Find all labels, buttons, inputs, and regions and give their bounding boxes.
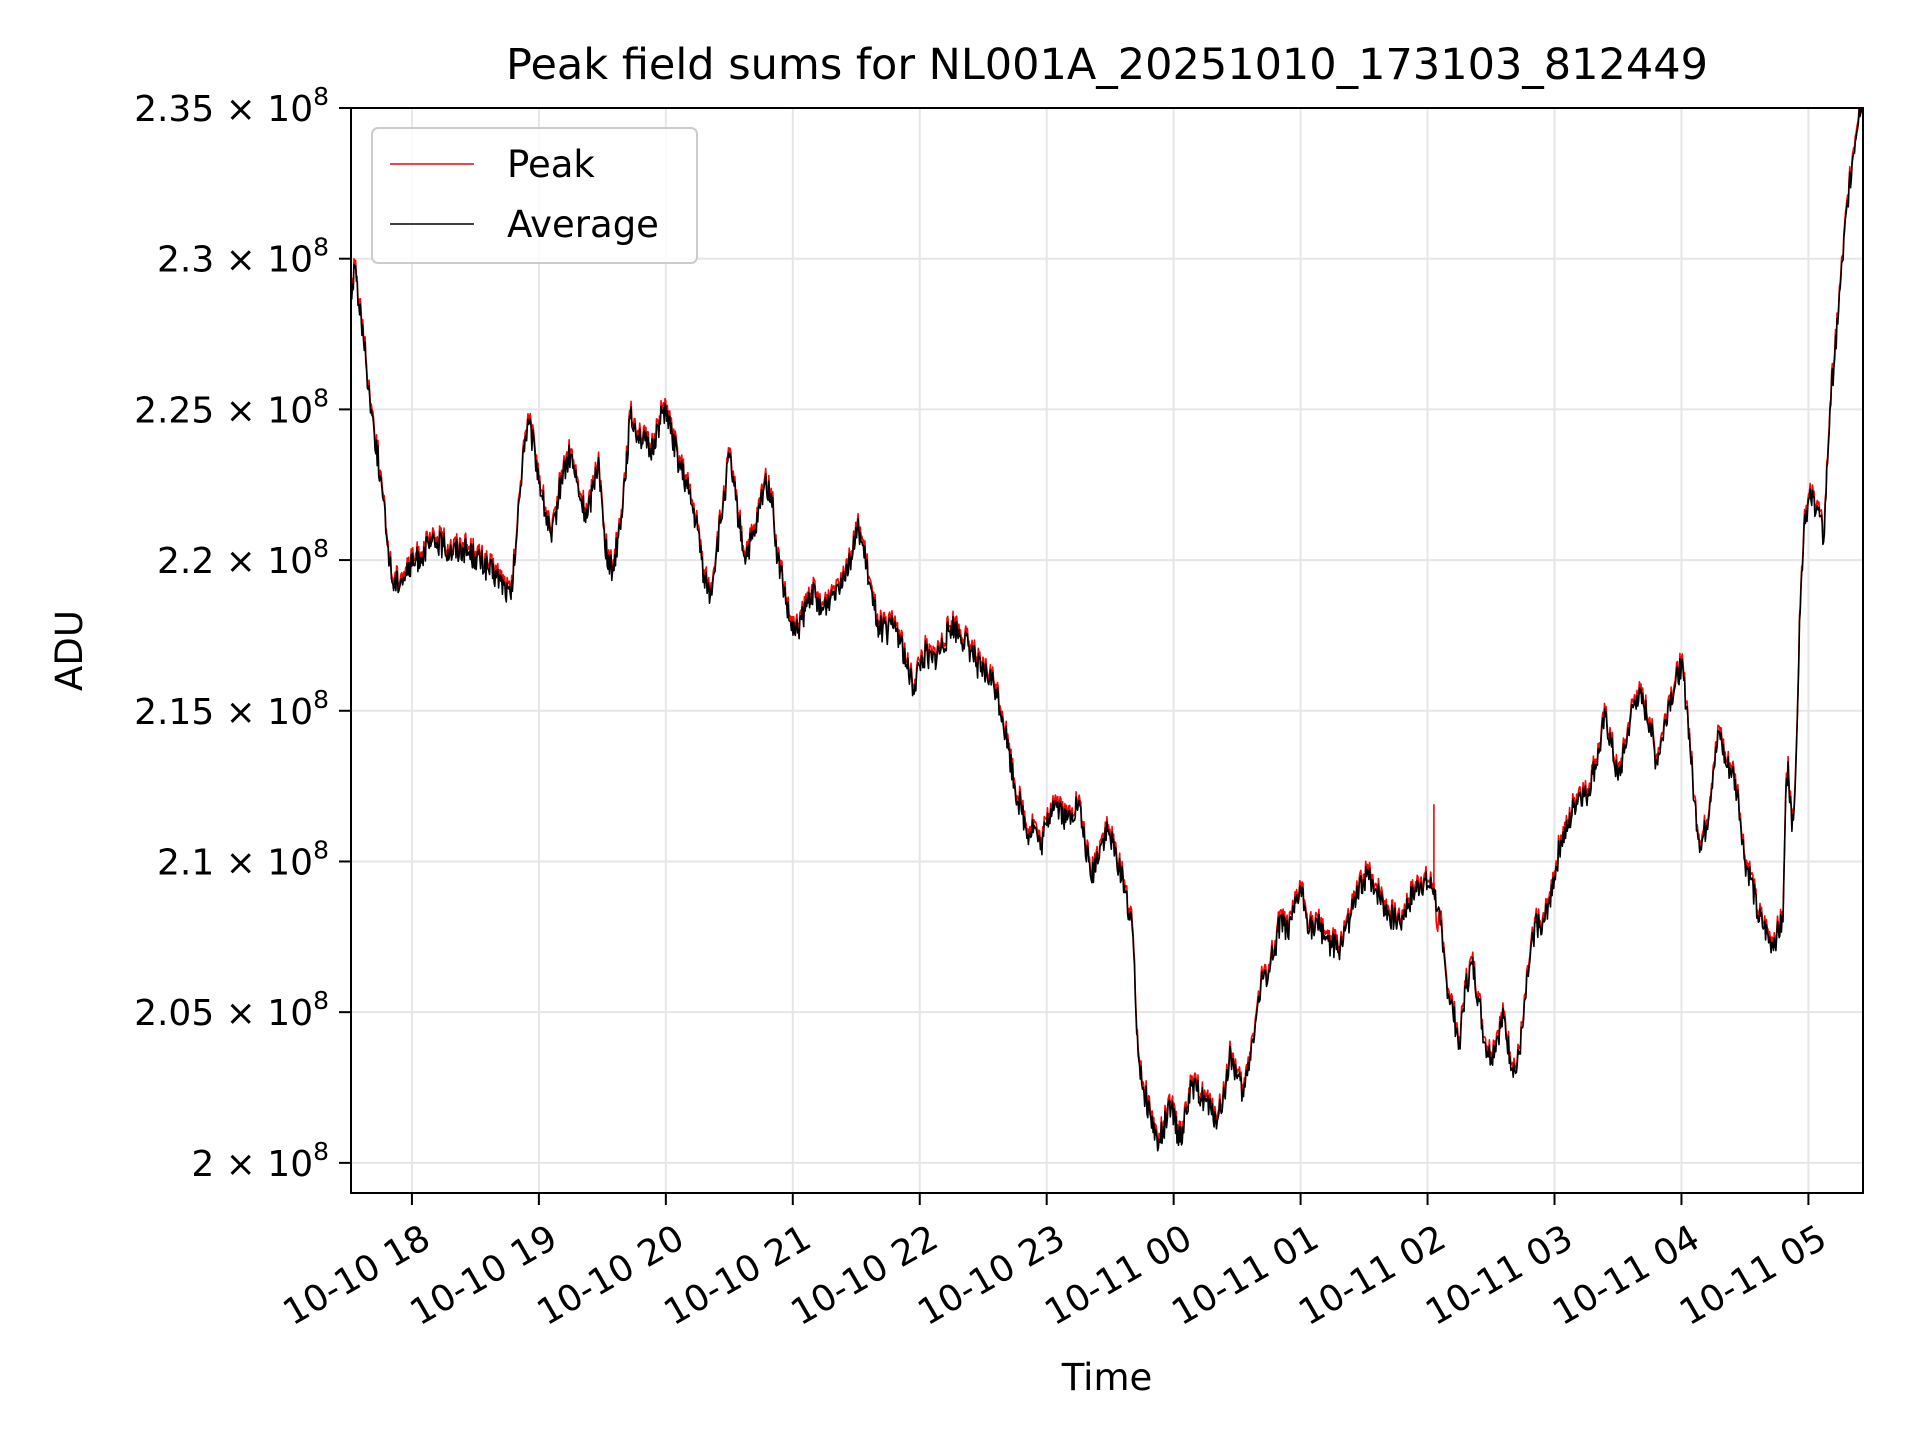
y-tick-label: 2.1 × 108 <box>157 835 329 883</box>
y-tick-label: 2.15 × 108 <box>134 685 329 733</box>
y-axis-label: ADU <box>48 610 91 691</box>
axes-frame <box>350 107 1864 1194</box>
legend-box <box>371 127 698 264</box>
x-axis-label: Time <box>1061 1356 1153 1399</box>
legend-label-average: Average <box>507 203 659 246</box>
y-axis-ticks: 2 × 108 2.05 × 108 2.1 × 108 2.15 × 108 2.2 … <box>134 82 351 1185</box>
y-tick-label: 2.25 × 108 <box>134 383 329 431</box>
legend: Peak Average <box>371 127 698 264</box>
y-tick-label: 2.3 × 108 <box>157 233 329 281</box>
y-tick-label: 2.2 × 108 <box>157 534 329 582</box>
legend-label-peak: Peak <box>507 143 595 186</box>
y-tick-label: 2.35 × 108 <box>134 82 329 130</box>
y-tick-label: 2.05 × 108 <box>134 986 329 1034</box>
series-line-average <box>350 107 1864 1152</box>
y-tick-label: 2 × 108 <box>191 1137 329 1185</box>
chart-title: Peak field sums for NL001A_20251010_1731… <box>506 40 1708 90</box>
series-layer <box>350 107 1864 1152</box>
